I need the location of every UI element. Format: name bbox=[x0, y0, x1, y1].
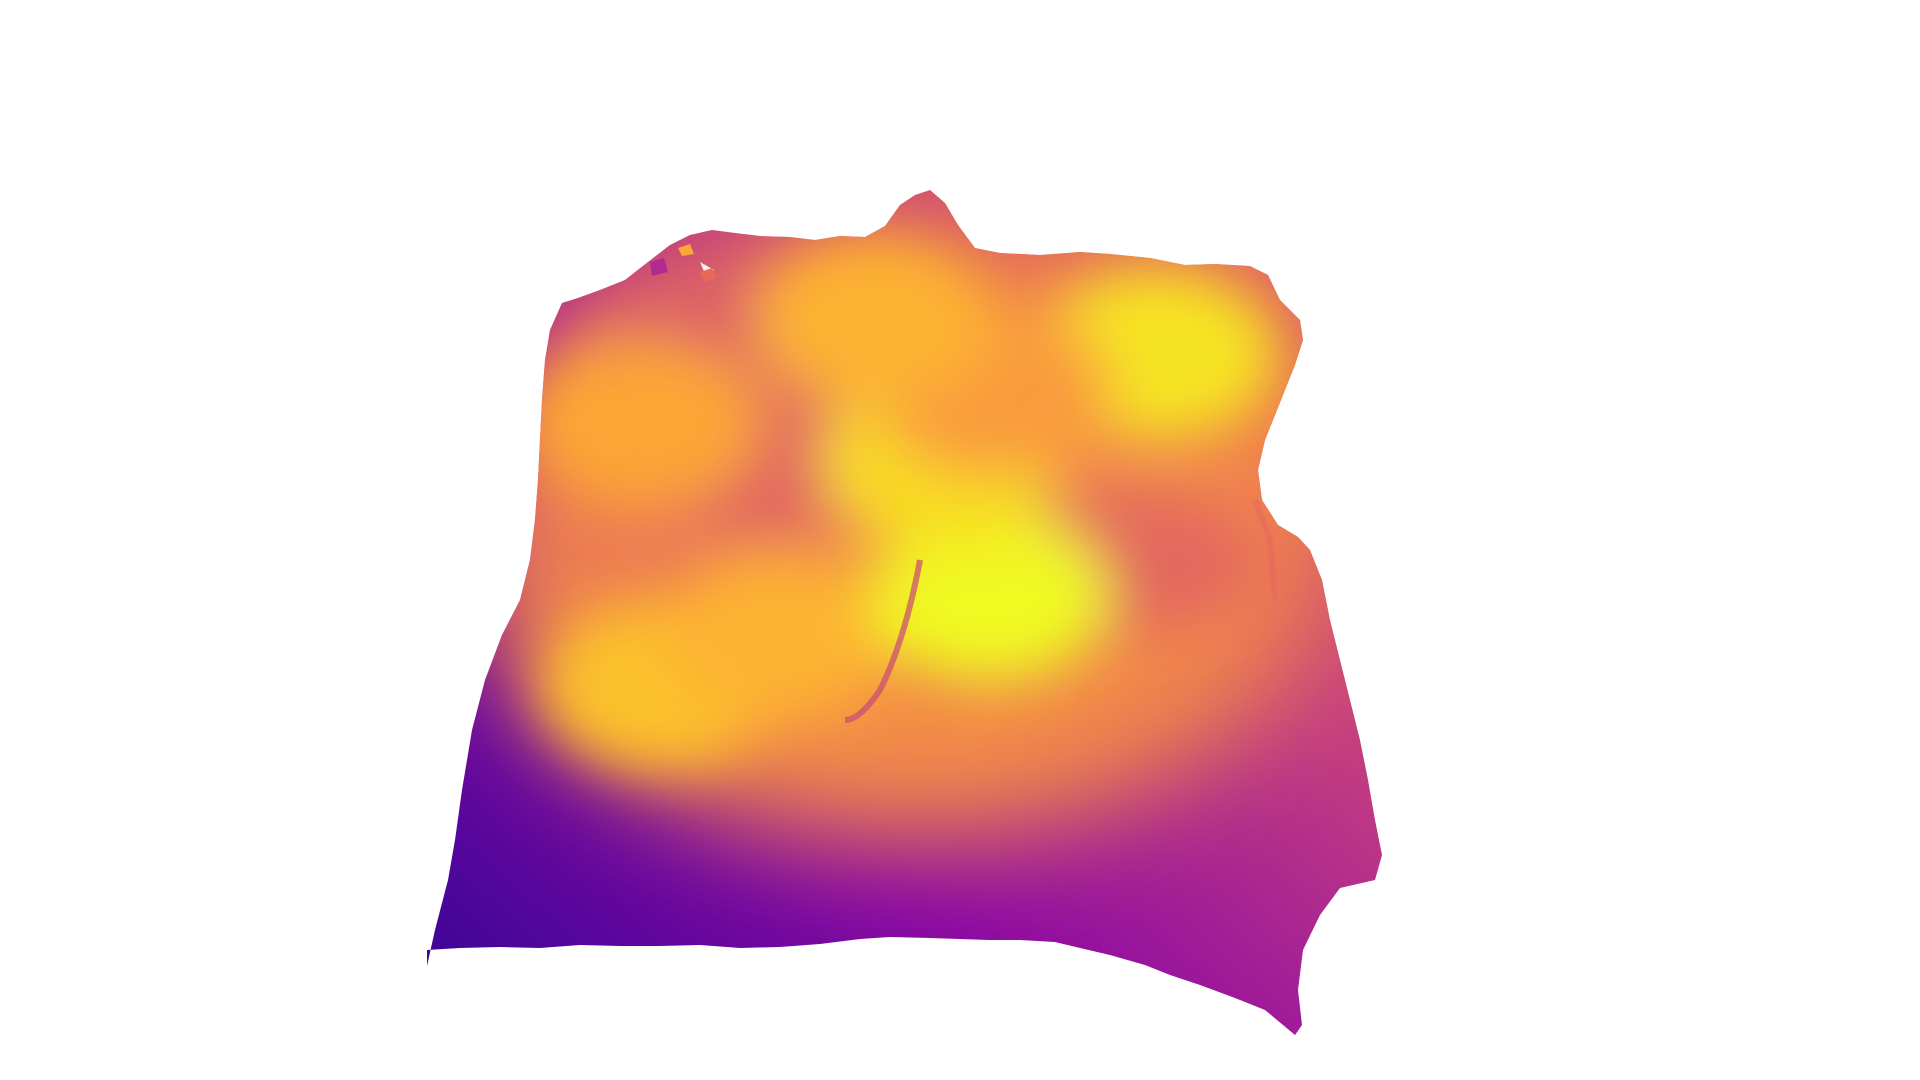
surface-peak bbox=[660, 551, 901, 722]
surface-mesh bbox=[427, 190, 1382, 1035]
surface-fragment bbox=[678, 244, 694, 256]
surface-peak bbox=[869, 512, 1110, 683]
surface-peak bbox=[753, 235, 994, 406]
surface-fold-line bbox=[844, 559, 923, 723]
surface-notch bbox=[650, 258, 668, 276]
surface-peak bbox=[523, 337, 764, 508]
surface-edge-highlight bbox=[1252, 498, 1278, 601]
surface-fragment bbox=[700, 268, 716, 282]
